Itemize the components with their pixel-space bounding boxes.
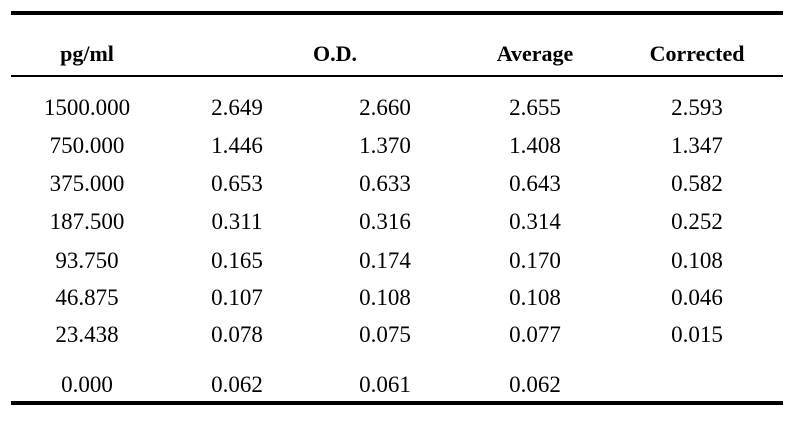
- conc-cell: 187.500: [49, 209, 125, 234]
- od2-cell: 0.075: [359, 322, 411, 347]
- conc-cell: 0.000: [61, 372, 113, 397]
- average-cell: 1.408: [509, 133, 561, 158]
- corrected-cell: 0.582: [671, 171, 723, 196]
- od1-cell: 1.446: [211, 133, 263, 158]
- od2-cell: 0.174: [359, 248, 411, 273]
- conc-cell: 46.875: [55, 285, 119, 310]
- header-pg-ml: pg/ml: [60, 41, 114, 66]
- od2-cell: 0.633: [359, 171, 411, 196]
- conc-cell: 93.750: [55, 248, 119, 273]
- conc-cell: 1500.000: [43, 95, 131, 120]
- header-corrected: Corrected: [649, 41, 745, 66]
- bottom-rule: [11, 401, 783, 405]
- od2-cell: 0.316: [359, 209, 411, 234]
- average-cell: 0.643: [509, 171, 561, 196]
- average-cell: 2.655: [509, 95, 561, 120]
- top-rule: [11, 11, 783, 15]
- conc-cell: 375.000: [49, 171, 125, 196]
- header-od: O.D.: [313, 41, 357, 66]
- corrected-cell: 0.252: [671, 209, 723, 234]
- conc-cell: 750.000: [49, 133, 125, 158]
- od1-cell: 0.653: [211, 171, 263, 196]
- od2-cell: 1.370: [359, 133, 411, 158]
- corrected-cell: 2.593: [671, 95, 723, 120]
- od2-cell: 2.660: [359, 95, 411, 120]
- od1-cell: 0.078: [211, 322, 263, 347]
- corrected-cell: 0.108: [671, 248, 723, 273]
- od2-cell: 0.061: [359, 372, 411, 397]
- od1-cell: 2.649: [211, 95, 263, 120]
- average-cell: 0.062: [509, 372, 561, 397]
- od1-cell: 0.311: [211, 209, 263, 234]
- od1-cell: 0.107: [211, 285, 263, 310]
- od1-cell: 0.165: [211, 248, 263, 273]
- corrected-cell: 0.015: [671, 322, 723, 347]
- header-average: Average: [496, 41, 574, 66]
- average-cell: 0.108: [509, 285, 561, 310]
- corrected-cell: 0.046: [671, 285, 723, 310]
- average-cell: 0.170: [509, 248, 561, 273]
- corrected-cell: 1.347: [671, 133, 723, 158]
- header-rule: [11, 75, 783, 77]
- average-cell: 0.314: [509, 209, 561, 234]
- average-cell: 0.077: [509, 322, 561, 347]
- od1-cell: 0.062: [211, 372, 263, 397]
- od2-cell: 0.108: [359, 285, 411, 310]
- conc-cell: 23.438: [55, 322, 119, 347]
